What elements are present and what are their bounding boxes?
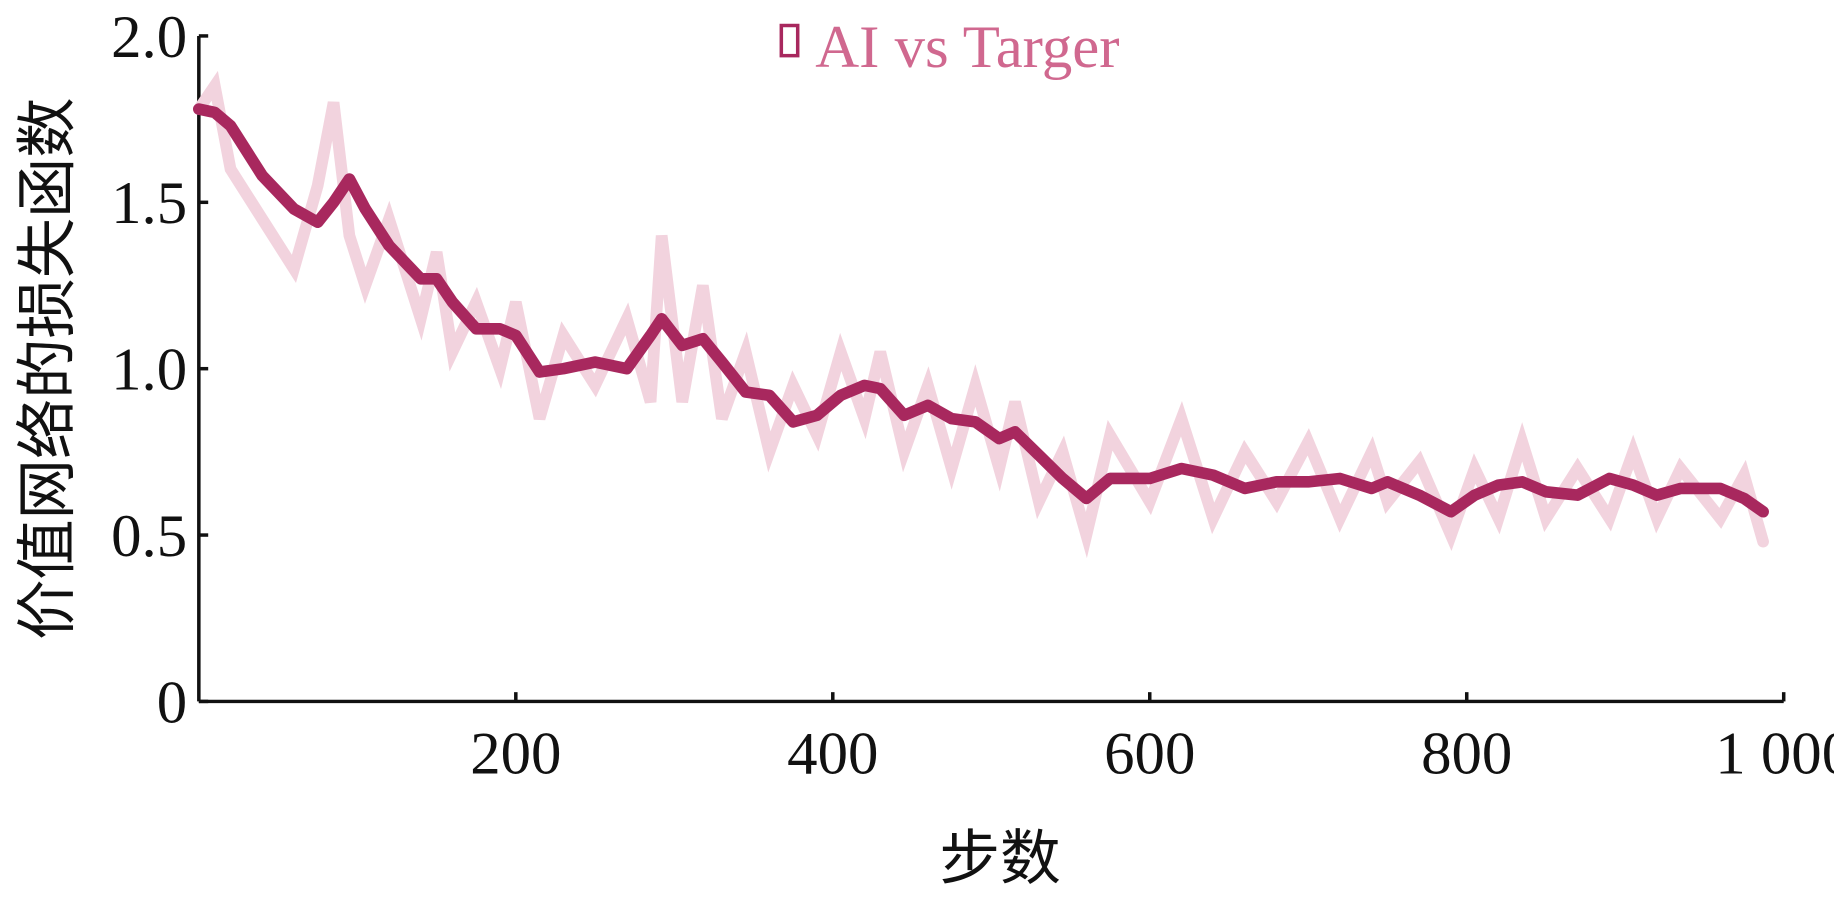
legend-swatch xyxy=(779,23,800,58)
legend-label: AI vs Targer xyxy=(815,14,1119,81)
y-tick-label: 1.0 xyxy=(111,337,187,404)
raw-line xyxy=(192,70,1769,559)
y-tick-label: 0 xyxy=(157,670,187,737)
smoothed-line xyxy=(192,103,1769,518)
y-tick-label: 2.0 xyxy=(111,4,187,71)
x-tick-label: 600 xyxy=(1104,721,1195,788)
x-tick-label: 200 xyxy=(470,721,561,788)
x-tick-label: 400 xyxy=(787,721,878,788)
x-axis-title: 步数 xyxy=(939,826,1061,893)
x-tick-label: 800 xyxy=(1421,721,1512,788)
y-axis-title: 价值网络的损失函数 xyxy=(15,97,82,640)
y-tick-label: 0.5 xyxy=(111,503,187,570)
y-tick-label: 1.5 xyxy=(111,170,187,237)
x-tick-label: 1 000 xyxy=(1715,721,1834,788)
